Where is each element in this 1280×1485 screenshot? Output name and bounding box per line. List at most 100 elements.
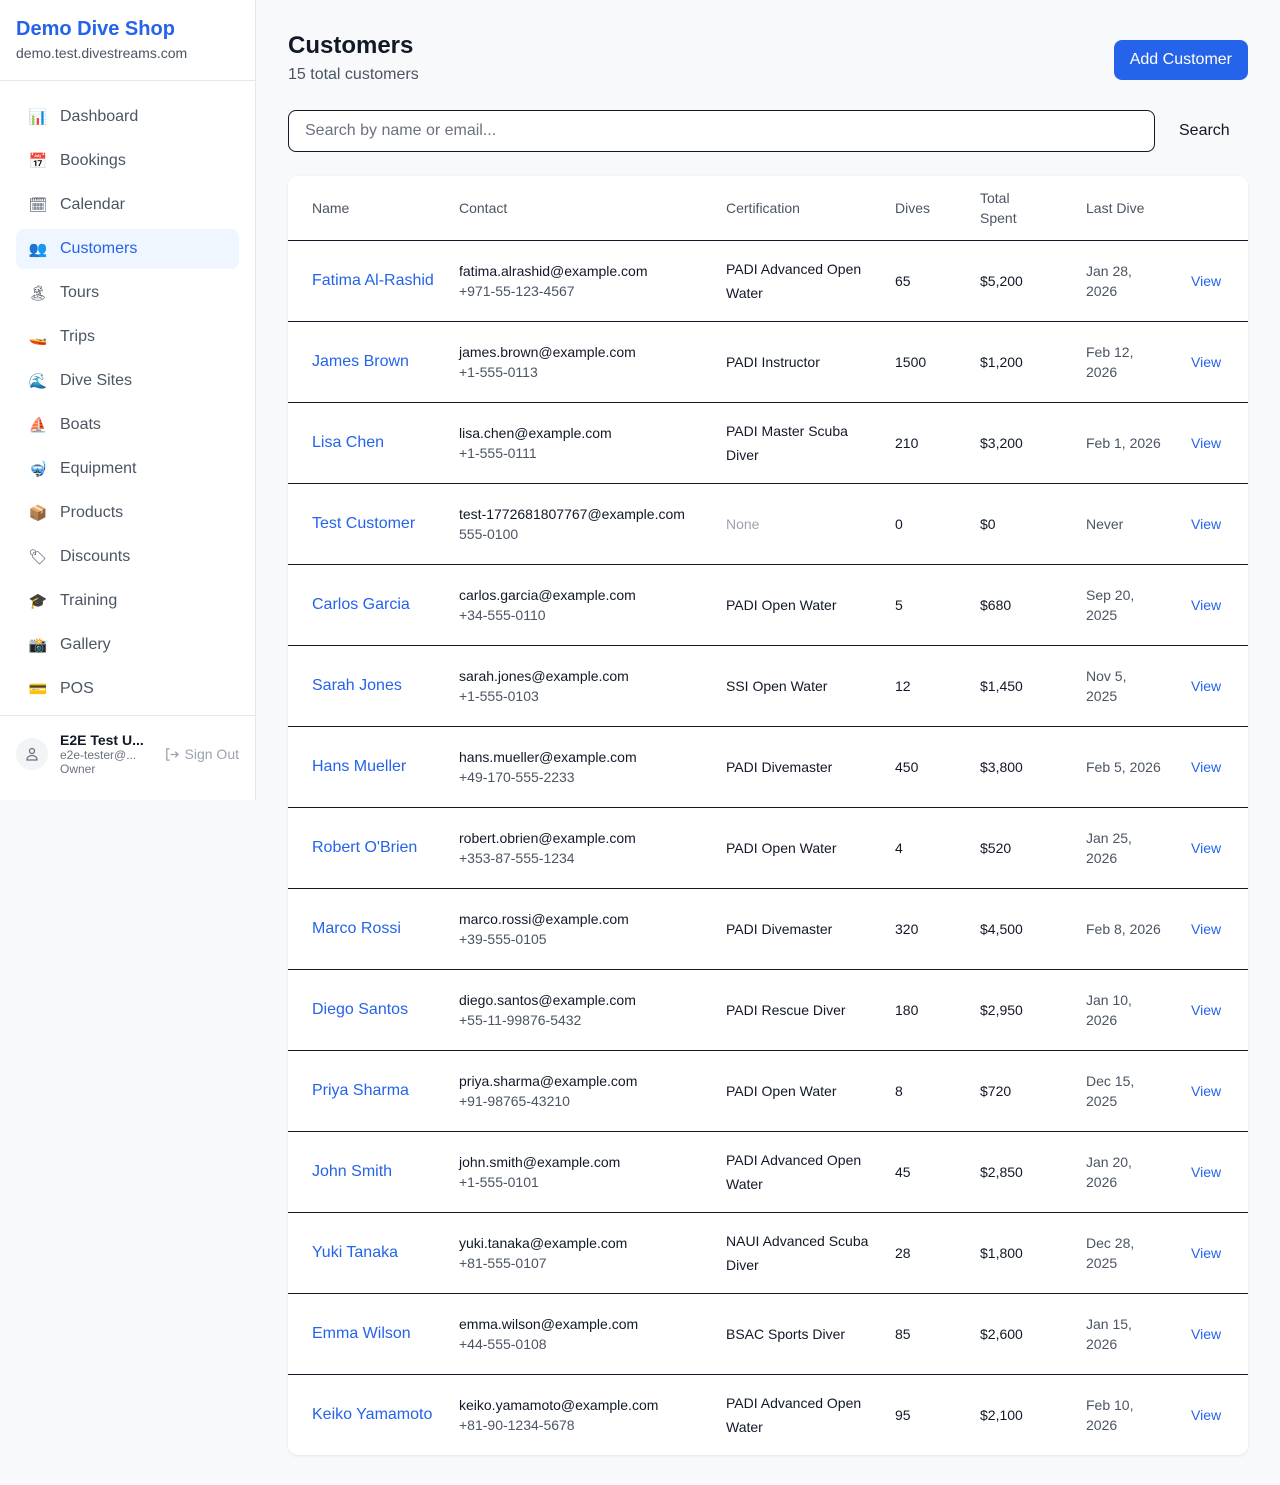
sidebar-item-boats[interactable]: ⛵ Boats — [16, 405, 239, 445]
dives-count: 85 — [895, 1293, 980, 1375]
last-dive: Feb 8, 2026 — [1086, 888, 1191, 970]
total-spent: $2,600 — [980, 1293, 1086, 1375]
sidebar-item-equipment[interactable]: 🤿 Equipment — [16, 449, 239, 489]
sidebar-item-customers[interactable]: 👥 Customers — [16, 229, 239, 269]
certification: PADI Advanced Open Water — [726, 1131, 895, 1213]
table-row: Fatima Al-Rashid fatima.alrashid@example… — [288, 240, 1248, 322]
sidebar-item-bookings[interactable]: 📅 Bookings — [16, 141, 239, 181]
total-spent: $720 — [980, 1050, 1086, 1132]
customer-name-link[interactable]: John Smith — [312, 1162, 393, 1180]
sidebar-item-training[interactable]: 🎓 Training — [16, 581, 239, 621]
view-link[interactable]: View — [1191, 839, 1222, 856]
sidebar-item-pos[interactable]: 💳 POS — [16, 669, 239, 709]
customer-name-link[interactable]: Emma Wilson — [312, 1324, 411, 1342]
customer-email: emma.wilson@example.com — [459, 1315, 639, 1332]
customer-name-link[interactable]: Diego Santos — [312, 1000, 409, 1018]
sidebar-item-tours[interactable]: 🏝 Tours — [16, 273, 239, 313]
total-spent: $3,200 — [980, 402, 1086, 484]
sidebar-item-products[interactable]: 📦 Products — [16, 493, 239, 533]
view-link[interactable]: View — [1191, 758, 1222, 775]
last-dive: Dec 15, 2025 — [1086, 1050, 1191, 1132]
dives-count: 95 — [895, 1406, 911, 1423]
certification: PADI Open Water — [726, 807, 895, 889]
customer-phone: +1-555-0113 — [459, 363, 538, 380]
tours-icon: 🏝 — [28, 285, 48, 302]
customer-name-link[interactable]: Hans Mueller — [312, 757, 407, 775]
table-row: Hans Mueller hans.mueller@example.com +49… — [288, 726, 1248, 808]
total-spent: $2,850 — [980, 1131, 1086, 1213]
search-input[interactable] — [288, 110, 1155, 152]
sidebar: Demo Dive Shop demo.test.divestreams.com… — [0, 0, 256, 800]
sidebar-item-dashboard[interactable]: 📊 Dashboard — [16, 97, 239, 137]
view-link[interactable]: View — [1191, 920, 1222, 937]
customer-name-link[interactable]: Fatima Al-Rashid — [312, 271, 434, 289]
dives-count: 0 — [895, 483, 980, 565]
sidebar-item-discounts[interactable]: 🏷 Discounts — [16, 537, 239, 577]
certification: BSAC Sports Diver — [726, 1293, 895, 1375]
brand: Demo Dive Shop demo.test.divestreams.com — [0, 0, 255, 81]
search-bar: Search — [288, 110, 1248, 152]
calendar-icon: 🗓 — [28, 197, 48, 214]
customer-email: test-1772681807767@example.com — [459, 505, 685, 522]
total-spent: $0 — [980, 483, 1086, 565]
view-link[interactable]: View — [1191, 1244, 1222, 1261]
last-dive: Jan 25, 2026 — [1086, 807, 1191, 889]
view-link[interactable]: View — [1191, 1325, 1222, 1342]
sidebar-item-label: Discounts — [60, 548, 131, 565]
main-content: Customers 15 total customers Add Custome… — [288, 32, 1248, 1455]
table-row: Emma Wilson emma.wilson@example.com +44-5… — [288, 1293, 1248, 1375]
view-link[interactable]: View — [1191, 1001, 1222, 1018]
last-dive: Never — [1086, 483, 1191, 565]
view-link[interactable]: View — [1191, 434, 1222, 451]
last-dive: Feb 1, 2026 — [1086, 402, 1191, 484]
last-dive: Jan 28, 2026 — [1086, 240, 1191, 322]
trips-icon: 🚤 — [28, 329, 48, 346]
table-row: Diego Santos diego.santos@example.com +55… — [288, 969, 1248, 1051]
customer-name-link[interactable]: Priya Sharma — [312, 1081, 409, 1099]
table-row: Yuki Tanaka yuki.tanaka@example.com +81-5… — [288, 1212, 1248, 1294]
sidebar-item-dive-sites[interactable]: 🌊 Dive Sites — [16, 361, 239, 401]
view-link[interactable]: View — [1191, 596, 1222, 613]
table-header: Name Contact Certification Dives Total Spent… — [288, 176, 1248, 241]
customer-name-link[interactable]: Robert O'Brien — [312, 838, 418, 856]
column-header: Name — [288, 176, 459, 241]
customer-phone: +49-170-555-2233 — [459, 768, 575, 785]
view-link[interactable]: View — [1191, 272, 1222, 289]
certification: PADI Open Water — [726, 1050, 895, 1132]
view-link[interactable]: View — [1191, 1406, 1222, 1423]
dives-count: 320 — [895, 888, 980, 970]
last-dive: Jan 10, 2026 — [1086, 969, 1191, 1051]
view-link[interactable]: View — [1191, 515, 1222, 532]
sidebar-item-gallery[interactable]: 📸 Gallery — [16, 625, 239, 665]
sidebar-item-label: Calendar — [60, 196, 125, 213]
customer-email: carlos.garcia@example.com — [459, 586, 636, 603]
customer-name-link[interactable]: Marco Rossi — [312, 919, 401, 937]
search-button[interactable]: Search — [1179, 122, 1230, 139]
customer-name-link[interactable]: Test Customer — [312, 514, 416, 532]
customer-name-link[interactable]: Carlos Garcia — [312, 595, 410, 613]
sign-out-button[interactable]: Sign Out — [164, 746, 239, 762]
shop-name[interactable]: Demo Dive Shop — [16, 18, 175, 40]
user-panel: E2E Test U... e2e-tester@... Owner Sign … — [0, 715, 255, 792]
customer-name-link[interactable]: Sarah Jones — [312, 676, 402, 694]
total-spent: $1,800 — [980, 1212, 1086, 1294]
customer-name-link[interactable]: Lisa Chen — [312, 433, 385, 451]
sidebar-item-trips[interactable]: 🚤 Trips — [16, 317, 239, 357]
customer-email: marco.rossi@example.com — [459, 910, 629, 927]
add-customer-button[interactable]: Add Customer — [1113, 40, 1248, 80]
view-link[interactable]: View — [1191, 1082, 1222, 1099]
customer-email: priya.sharma@example.com — [459, 1072, 638, 1089]
view-link[interactable]: View — [1191, 1163, 1222, 1180]
certification: PADI Open Water — [726, 564, 895, 646]
view-link[interactable]: View — [1191, 677, 1222, 694]
sidebar-item-calendar[interactable]: 🗓 Calendar — [16, 185, 239, 225]
column-header: Last Dive — [1086, 176, 1191, 241]
customer-name-link[interactable]: Keiko Yamamoto — [312, 1405, 433, 1423]
customer-name-link[interactable]: Yuki Tanaka — [312, 1243, 398, 1261]
total-spent: $1,200 — [980, 321, 1086, 403]
customer-name-link[interactable]: James Brown — [312, 352, 409, 370]
sidebar-item-label: Training — [60, 592, 118, 609]
customer-phone: +971-55-123-4567 — [459, 282, 575, 299]
customer-email: james.brown@example.com — [459, 343, 636, 360]
view-link[interactable]: View — [1191, 353, 1222, 370]
